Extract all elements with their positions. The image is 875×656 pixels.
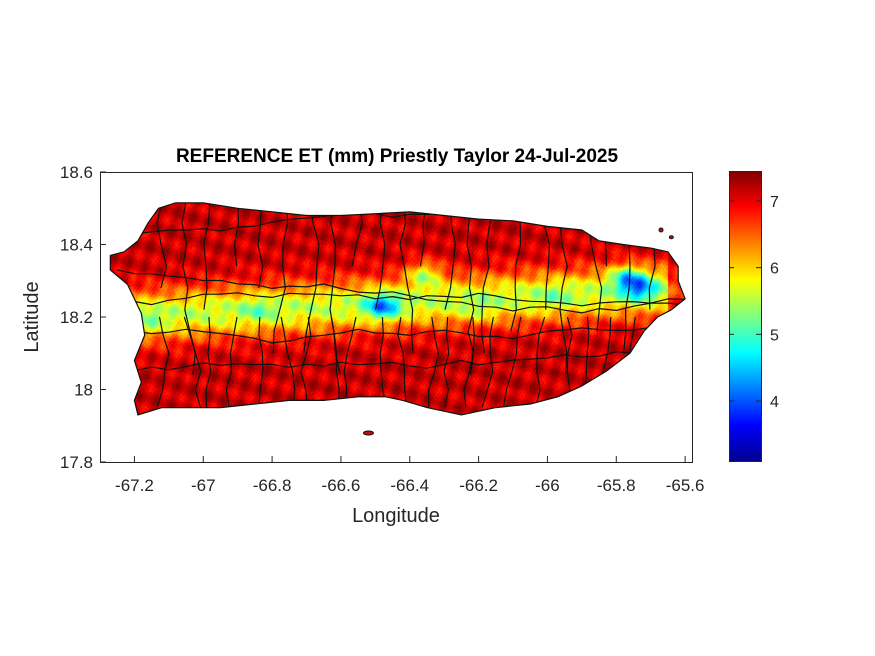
islet xyxy=(659,228,663,232)
islet xyxy=(669,236,673,239)
y-tick-label: 18 xyxy=(74,381,93,400)
x-tick-label: -66 xyxy=(535,476,560,495)
colorbar: 4 5 6 7 xyxy=(729,171,779,462)
colorbar-tick-label: 4 xyxy=(770,394,779,411)
x-tick-label: -66.8 xyxy=(253,476,292,495)
chart-title: REFERENCE ET (mm) Priestly Taylor 24-Jul… xyxy=(176,146,618,167)
x-tick-label: -67 xyxy=(191,476,216,495)
x-tick-label: -65.6 xyxy=(666,476,705,495)
colorbar-tick-label: 6 xyxy=(770,261,779,278)
y-axis: 17.8 18 18.2 18.4 18.6 xyxy=(60,163,106,472)
y-tick-label: 18.6 xyxy=(60,163,93,182)
islet xyxy=(363,431,373,435)
x-tick-label: -66.2 xyxy=(459,476,498,495)
y-tick-label: 17.8 xyxy=(60,453,93,472)
colorbar-gradient xyxy=(729,171,761,461)
x-axis-label: Longitude xyxy=(352,505,440,527)
y-tick-label: 18.4 xyxy=(60,236,93,255)
x-tick-label: -65.8 xyxy=(597,476,636,495)
x-tick-label: -66.4 xyxy=(390,476,429,495)
plot-area xyxy=(100,172,693,463)
colorbar-tick-label: 5 xyxy=(770,327,779,344)
x-tick-label: -67.2 xyxy=(115,476,154,495)
x-axis: -67.2 -67 -66.8 -66.6 -66.4 -66.2 -66 -65.8 -65.… xyxy=(115,456,704,495)
colorbar-tick-label: 7 xyxy=(770,194,779,211)
y-tick-label: 18.2 xyxy=(60,308,93,327)
y-axis-label: Latitude xyxy=(21,281,43,352)
x-tick-label: -66.6 xyxy=(322,476,361,495)
